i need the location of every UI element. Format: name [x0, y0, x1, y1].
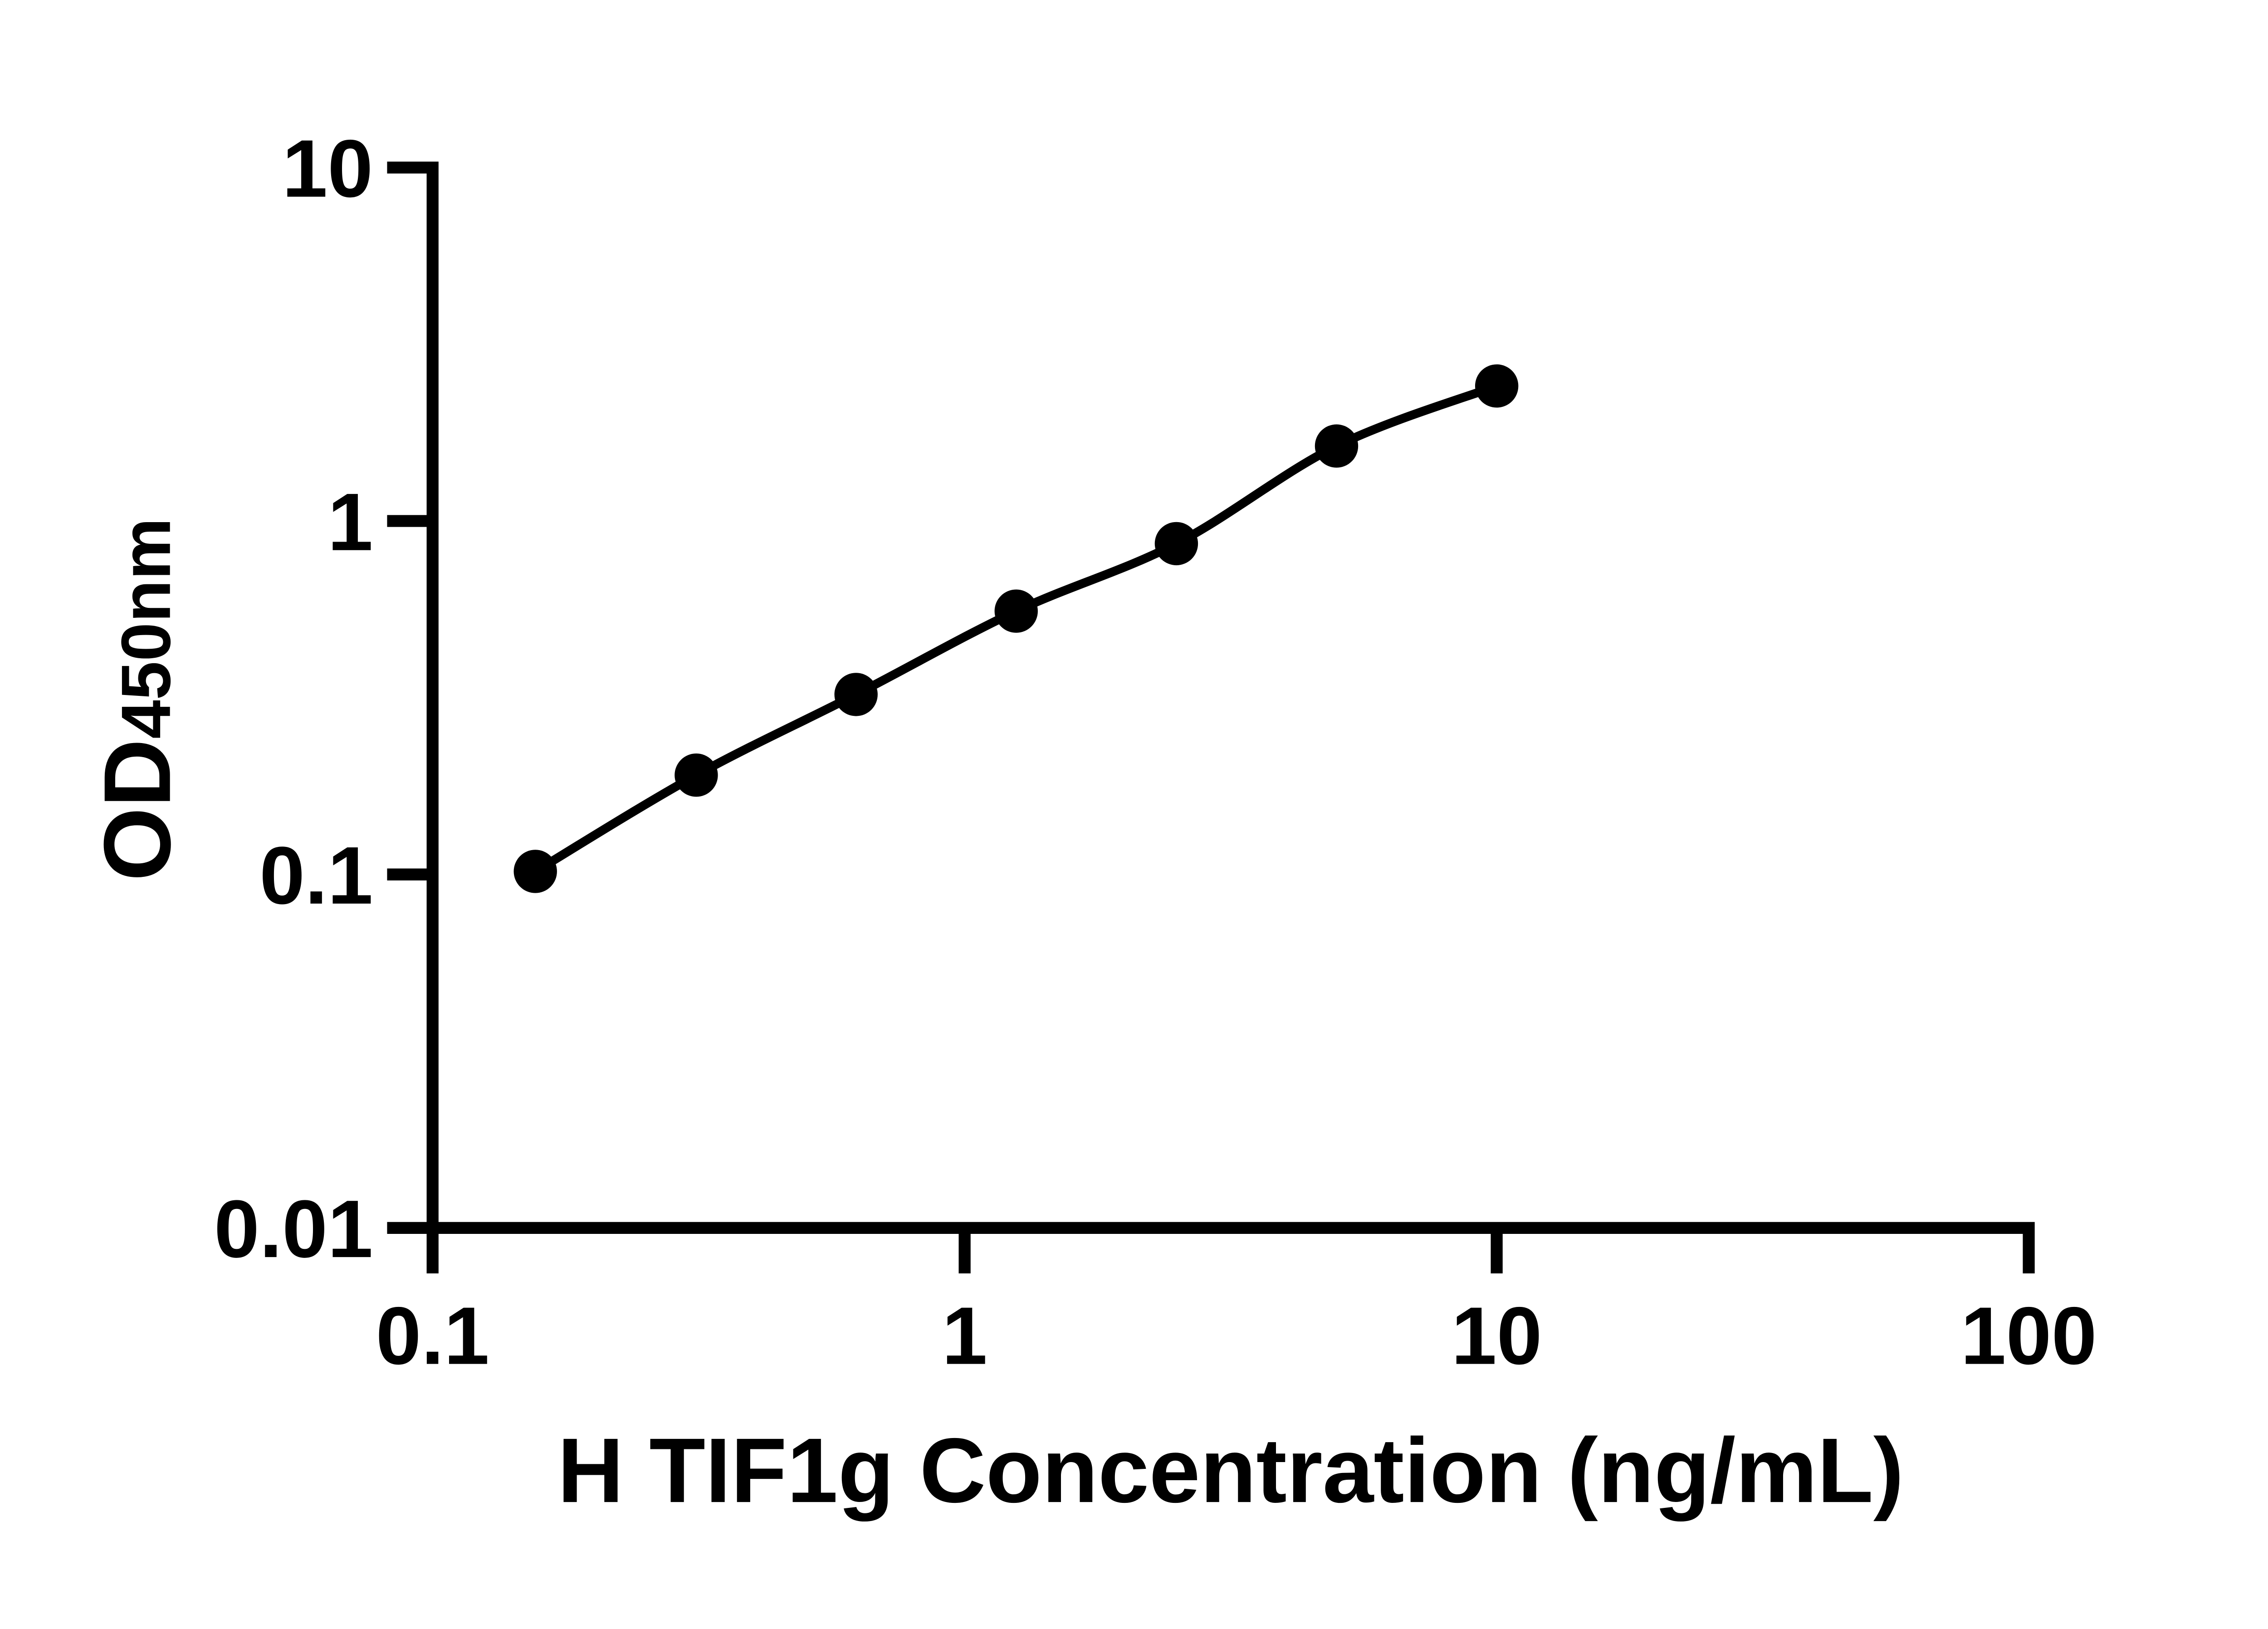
x-tick-label: 10 [1451, 1291, 1542, 1382]
y-tick-label: 10 [282, 123, 373, 215]
plot-background [0, 22, 2268, 1607]
data-point-marker [513, 850, 557, 893]
data-points [513, 364, 1519, 893]
x-tick-label: 0.1 [376, 1291, 489, 1382]
data-point-marker [1475, 364, 1519, 408]
y-tick-label: 0.01 [214, 1184, 373, 1275]
y-axis-title: OD450nm [85, 518, 191, 881]
axis-ticks [387, 515, 1503, 1274]
y-tick-label: 0.1 [259, 830, 373, 921]
data-point-marker [675, 753, 718, 797]
data-point-marker [1315, 424, 1359, 468]
y-tick-label: 1 [327, 477, 373, 568]
x-tick-label: 100 [1960, 1291, 2097, 1382]
x-axis-title: H TIF1g Concentration (ng/mL) [557, 1419, 1904, 1521]
y-axis-title-main: OD [85, 739, 191, 881]
data-point-marker [834, 673, 878, 716]
x-tick-label: 1 [942, 1291, 987, 1382]
data-point-marker [994, 589, 1038, 633]
y-axis-title-subscript: 450nm [107, 518, 185, 739]
data-point-marker [1154, 522, 1198, 566]
